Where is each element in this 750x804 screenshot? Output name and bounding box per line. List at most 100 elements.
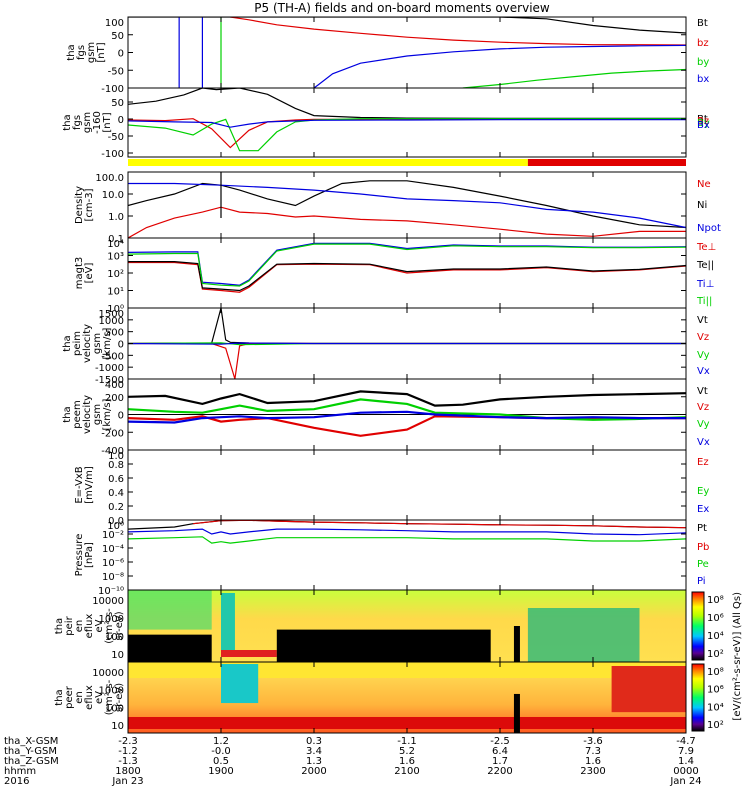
y-axis-label: gsm bbox=[82, 112, 93, 133]
legend-item-bz: bz bbox=[697, 38, 709, 49]
y-tick-label: 10⁻¹⁰ bbox=[98, 586, 124, 597]
x-tick-label: 1.4 bbox=[678, 756, 694, 767]
y-tick-label: -50 bbox=[108, 132, 124, 143]
y-axis-label: peir bbox=[64, 615, 75, 635]
y-tick-label: 10¹ bbox=[107, 287, 124, 298]
colorbar-gradient bbox=[691, 663, 705, 732]
x-tick-label: 1800 bbox=[115, 766, 140, 777]
legend-item-Vz: Vz bbox=[697, 332, 709, 343]
colorbar-tick-label: 10⁴ bbox=[707, 702, 724, 713]
x-tick-label: 2200 bbox=[487, 766, 512, 777]
y-tick-label: 10⁻² bbox=[102, 530, 124, 541]
y-axis-label: [mV/m] bbox=[84, 466, 95, 504]
y-axis-label: en bbox=[74, 620, 85, 633]
colorbar-label: [eV/(cm²-s-sr-eV)] (All Qs) bbox=[732, 592, 743, 721]
legend-item-Pi: Pi bbox=[697, 576, 706, 587]
legend-item-Ni: Ni bbox=[697, 200, 707, 211]
y-tick-label: 400 bbox=[105, 380, 124, 391]
x-tick-label: -2.3 bbox=[118, 736, 138, 747]
series-line-By bbox=[128, 118, 686, 152]
y-axis-label: magt3 bbox=[74, 257, 85, 290]
heatmap-region bbox=[128, 590, 212, 630]
series-line-Te|| bbox=[128, 261, 686, 292]
y-tick-label: 1500 bbox=[99, 309, 124, 320]
series-line-Pb bbox=[193, 520, 686, 529]
y-tick-label: 100 bbox=[105, 18, 124, 29]
legend-item-Pe: Pe bbox=[697, 559, 709, 570]
series-line-Vx bbox=[128, 410, 686, 424]
y-axis-label: gsm bbox=[86, 42, 97, 63]
legend-item-Bt: Bt bbox=[697, 114, 708, 125]
y-axis-label: gsm bbox=[92, 404, 103, 425]
y-tick-label: 0.0 bbox=[108, 516, 124, 527]
legend-item-Te||: Te|| bbox=[696, 260, 714, 271]
series-line-Bt bbox=[128, 17, 686, 34]
y-tick-label: 0 bbox=[118, 340, 124, 351]
panel-frame bbox=[127, 16, 687, 89]
y-tick-label: -400 bbox=[101, 446, 124, 457]
legend-item-Bt: Bt bbox=[697, 18, 708, 29]
x-tick-label: 1.6 bbox=[399, 756, 415, 767]
y-tick-label: 10⁰ bbox=[107, 304, 124, 315]
x-tick-label: -1.1 bbox=[397, 736, 417, 747]
y-tick-label: 10⁻⁶ bbox=[102, 558, 124, 569]
heatmap-region bbox=[513, 626, 520, 662]
y-axis-label: [nPa] bbox=[84, 542, 95, 568]
y-tick-label: -200 bbox=[101, 428, 124, 439]
y-tick-label: -1500 bbox=[95, 375, 124, 386]
panel-peem-velocity: 400 200 0 -200 -400 tha peem velocity gsm [km/s] V… bbox=[62, 378, 710, 457]
x-tick-label: -1.2 bbox=[118, 746, 138, 757]
panel-fgs-gsm: 100 50 0 -50 -100 tha fgs gsm [nT] Bt bz by bx bbox=[66, 16, 709, 95]
y-axis-label: tha bbox=[54, 618, 65, 634]
y-axis-label: sr-eV) bbox=[114, 683, 125, 712]
y-tick-label: 0 bbox=[118, 115, 124, 126]
x-tick-label: 5.2 bbox=[399, 746, 415, 757]
y-tick-label: 0.8 bbox=[108, 460, 124, 471]
heatmap-region bbox=[128, 634, 212, 662]
x-tick-label: 0.5 bbox=[213, 756, 229, 767]
legend-item-Vx: Vx bbox=[697, 437, 710, 448]
legend-item-by: by bbox=[697, 57, 709, 68]
y-tick-label: 1000 bbox=[99, 686, 124, 697]
panel-temperature: 10⁴ 10³ 10² 10¹ 10⁰ magt3 [eV] Te⊥ Te|| Ti⊥ Ti|| bbox=[74, 237, 716, 315]
x-axis-row-label: tha_Y-GSM bbox=[4, 746, 57, 757]
y-tick-label: -100 bbox=[101, 84, 124, 95]
series-group bbox=[128, 172, 686, 238]
legend-item-By: By bbox=[697, 118, 710, 129]
y-tick-label: 10 bbox=[111, 721, 124, 732]
y-tick-label: 200 bbox=[105, 393, 124, 404]
y-tick-label: 50 bbox=[111, 31, 124, 42]
y-axis-label: eflux bbox=[84, 614, 95, 639]
y-axis-label: [eV] bbox=[84, 263, 95, 284]
series-group bbox=[128, 242, 686, 293]
y-tick-label: 10³ bbox=[107, 252, 124, 263]
x-axis-row-label: tha_Z-GSM bbox=[4, 756, 59, 767]
y-axis-label: tha bbox=[62, 114, 73, 130]
legend-item-Vt: Vt bbox=[697, 315, 708, 326]
y-axis-label: sr-eV) bbox=[114, 611, 125, 640]
x-tick-label: -2.5 bbox=[490, 736, 510, 747]
series-group bbox=[128, 390, 686, 437]
y-tick-label: 10000 bbox=[92, 596, 124, 607]
x-tick-label: 2000 bbox=[301, 766, 326, 777]
y-axis-label: tha bbox=[62, 406, 73, 422]
x-axis-row-label: tha_X-GSM bbox=[4, 736, 58, 747]
y-axis-label: gsm bbox=[92, 333, 103, 354]
y-axis-label: eV bbox=[94, 691, 105, 704]
y-tick-label: 10.0 bbox=[102, 190, 124, 201]
status-bar-segment bbox=[128, 159, 528, 166]
heatmap-region bbox=[128, 662, 686, 678]
y-tick-label: 1.0 bbox=[108, 451, 124, 462]
colorbar-gradient bbox=[691, 591, 705, 661]
legend-item-Bz: Bz bbox=[697, 116, 709, 127]
x-tick-label: 0000 bbox=[673, 766, 698, 777]
series-line-Pi bbox=[128, 528, 686, 536]
x-axis-row-label: 2016 bbox=[4, 776, 29, 787]
plot-title: P5 (TH-A) fields and on-board moments ov… bbox=[254, 1, 550, 15]
x-tick-label: -1.3 bbox=[118, 756, 138, 767]
colorbar: 10⁸ 10⁶ 10⁴ 10² [eV/(cm²-s-sr-eV)] (All Qs) bbox=[691, 591, 743, 721]
legend-item-Bx: Bx bbox=[697, 120, 710, 131]
